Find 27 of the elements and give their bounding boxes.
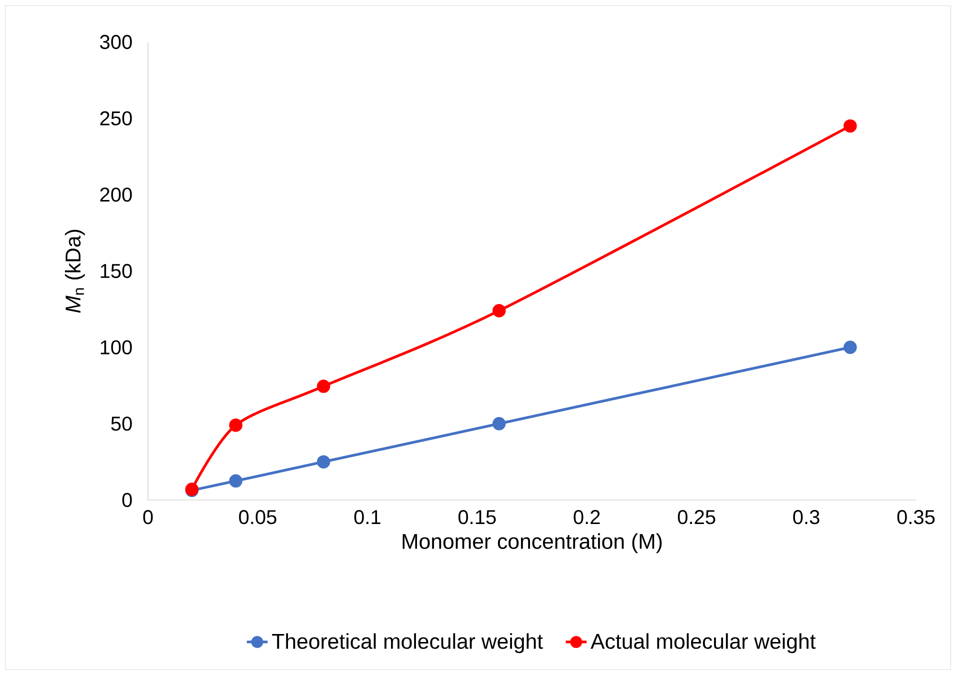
- y-tick-label: 250: [100, 111, 132, 126]
- point: [844, 340, 857, 354]
- y-axis-title: M$_{n}$ (kDa): [64, 230, 85, 313]
- point: [316, 380, 330, 393]
- x-tick-label: 0.2: [574, 510, 600, 524]
- y-tick-label: 0: [122, 492, 132, 508]
- legend-label: Actual molecular weight: [590, 633, 816, 654]
- x-tick-label: 0.25: [678, 510, 716, 524]
- x-axis-title: Monomer concentration (M): [402, 533, 662, 554]
- x-tick-label: 0.15: [458, 510, 496, 524]
- point: [316, 455, 330, 468]
- x-tick-label: 0.05: [239, 510, 276, 524]
- point: [229, 418, 242, 432]
- x-tick-label: 0: [143, 510, 153, 524]
- legend-label: Theoretical molecular weight: [272, 633, 543, 654]
- y-tick-label: 300: [100, 34, 132, 50]
- y-tick-label: 150: [100, 264, 132, 278]
- x-tick-label: 0.35: [897, 510, 935, 524]
- y-tick-label: 50: [111, 416, 132, 431]
- y-tick-label: 100: [100, 340, 132, 354]
- point: [844, 119, 857, 133]
- point: [492, 304, 506, 318]
- point: [229, 474, 242, 488]
- point: [492, 417, 506, 430]
- y-tick-label: 200: [100, 188, 132, 202]
- x-tick-label: 0.1: [354, 510, 380, 524]
- x-tick-label: 0.3: [793, 510, 820, 524]
